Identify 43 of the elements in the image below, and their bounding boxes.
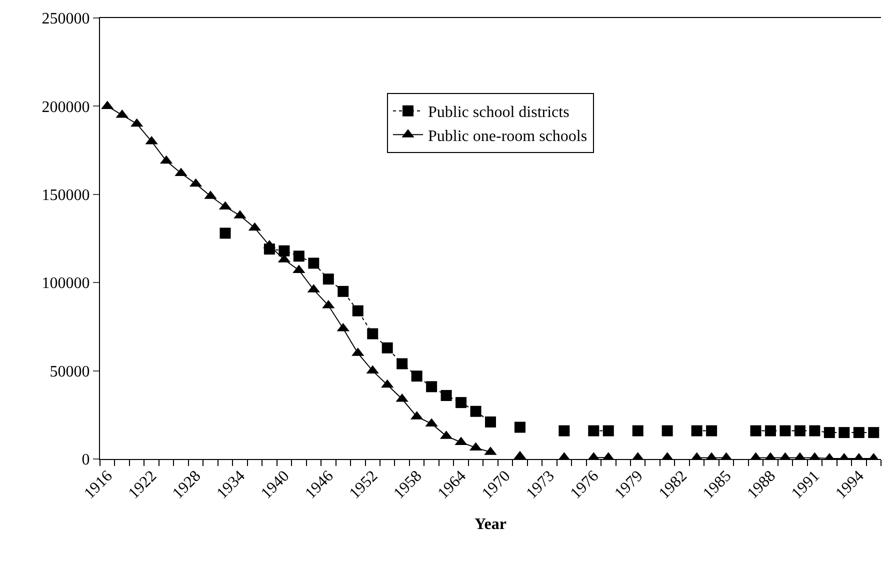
point [809,425,820,436]
point [352,305,364,316]
point [293,250,304,262]
point [706,425,718,436]
point [411,370,422,382]
point [558,425,570,436]
point [456,397,467,408]
point [868,427,880,438]
point [853,427,864,438]
point [514,422,526,433]
x-axis-title: Year [474,516,506,534]
point [426,381,438,392]
point [824,427,835,438]
point [278,245,290,256]
y-tick-label: 50000 [50,363,90,380]
point [485,416,496,428]
point [632,425,644,436]
x-tick-label: 1991 [788,468,824,502]
point [602,425,614,436]
y-tick-label: 250000 [42,10,90,28]
y-tick-label: 100000 [42,275,90,292]
point [440,390,452,401]
legend-label: Public school districts [428,104,570,122]
point [662,425,673,436]
point [750,425,762,436]
point [470,406,482,417]
point [838,427,850,438]
point [322,274,334,285]
y-tick-label: 200000 [42,98,90,116]
point [691,425,702,436]
point [220,228,231,239]
point [780,425,791,436]
point [396,358,408,370]
point [367,328,378,340]
point [764,425,776,436]
point [308,258,320,269]
y-tick-label: 150000 [42,187,90,204]
point [338,286,349,297]
point [588,425,600,436]
legend-label: Public one-room schools [428,128,588,145]
point [794,425,806,436]
point [382,342,393,354]
y-tick-label: 0 [82,452,90,469]
